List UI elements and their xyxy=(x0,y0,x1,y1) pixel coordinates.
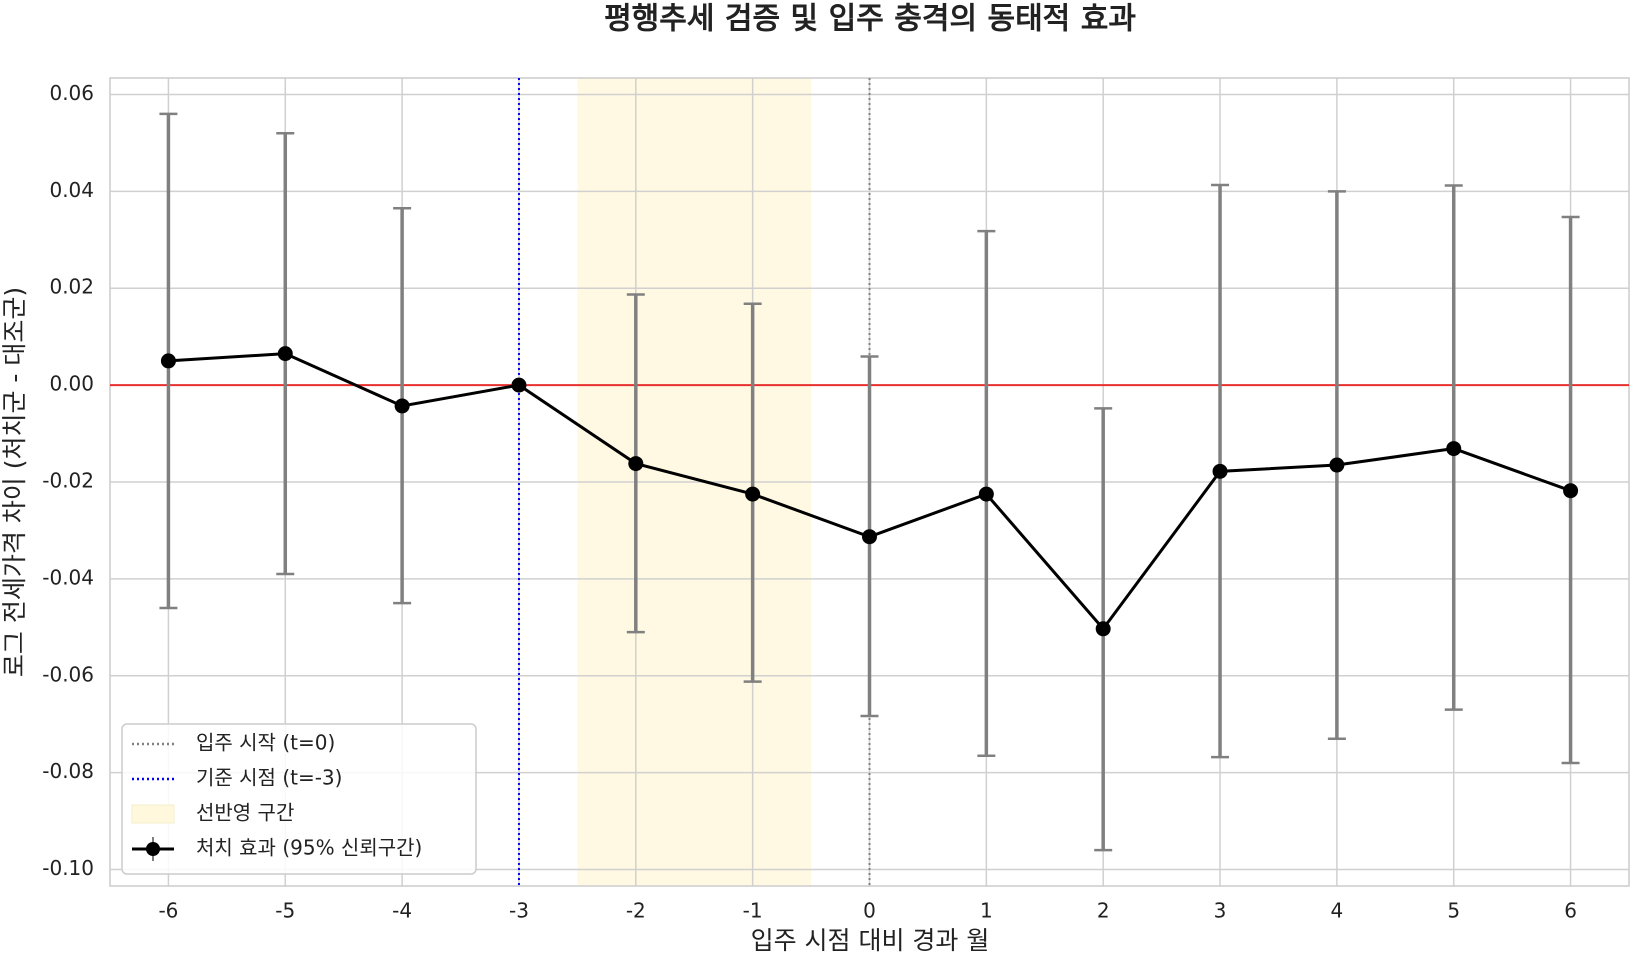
legend-label: 기준 시점 (t=-3) xyxy=(196,766,342,790)
x-tick-label: -2 xyxy=(626,899,646,923)
x-tick-label: -5 xyxy=(275,899,295,923)
x-tick-label: 3 xyxy=(1214,899,1227,923)
point xyxy=(511,377,527,393)
x-tick-label: -1 xyxy=(743,899,763,923)
x-tick-label: 4 xyxy=(1331,899,1344,923)
legend-swatch xyxy=(131,804,175,824)
y-tick-label: -0.08 xyxy=(42,759,94,783)
legend-frame xyxy=(121,723,477,875)
legend-swatch xyxy=(146,842,160,856)
y-tick-label: -0.04 xyxy=(42,565,94,589)
legend-label: 입주 시작 (t=0) xyxy=(196,731,335,755)
x-axis-label: 입주 시점 대비 경과 월 xyxy=(751,926,990,955)
y-tick-label: 0.00 xyxy=(49,372,94,396)
legend-label: 처치 효과 (95% 신뢰구간) xyxy=(196,836,422,860)
y-tick-label: -0.06 xyxy=(42,662,94,686)
y-tick-label: 0.02 xyxy=(49,275,94,299)
x-tick-label: -3 xyxy=(509,899,529,923)
point xyxy=(1446,441,1462,457)
chart-title: 평행추세 검증 및 입주 충격의 동태적 효과 xyxy=(604,2,1136,37)
x-tick-label: 0 xyxy=(863,899,876,923)
y-tick-label: 0.06 xyxy=(49,81,94,105)
y-axis-label: 로그 전세가격 차이 (처치군 - 대조군) xyxy=(0,287,29,677)
point xyxy=(1212,463,1228,479)
x-tick-label: 1 xyxy=(980,899,993,923)
point xyxy=(628,456,644,472)
x-tick-label: 6 xyxy=(1564,899,1577,923)
legend-label: 선반영 구간 xyxy=(196,801,294,825)
point xyxy=(394,398,410,414)
point xyxy=(1563,483,1579,499)
point xyxy=(862,529,877,545)
y-tick-label: 0.04 xyxy=(49,178,94,202)
x-tick-label: -4 xyxy=(392,899,412,923)
point xyxy=(1329,457,1345,473)
x-tick-label: 5 xyxy=(1447,899,1460,923)
y-tick-label: -0.10 xyxy=(42,856,94,880)
point xyxy=(978,486,994,502)
point xyxy=(277,346,293,362)
x-tick-label: -6 xyxy=(158,899,178,923)
point xyxy=(160,353,176,369)
x-tick-label: 2 xyxy=(1097,899,1110,923)
point xyxy=(1095,621,1111,637)
y-tick-label: -0.02 xyxy=(42,469,94,493)
point xyxy=(745,486,761,502)
